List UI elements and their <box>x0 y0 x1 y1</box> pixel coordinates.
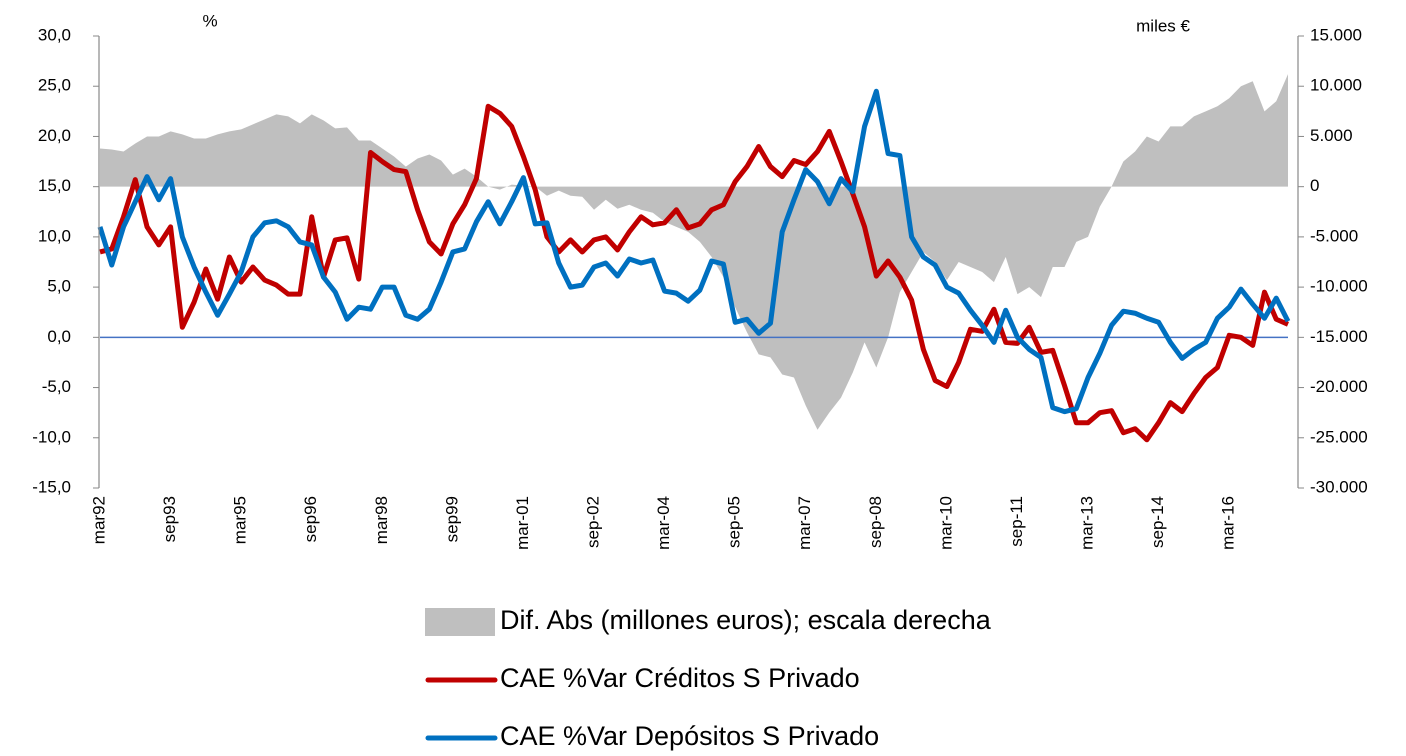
y2-tick-label: 0 <box>1310 176 1319 195</box>
y-tick-label: -15,0 <box>32 477 71 496</box>
x-tick-label: sep-05 <box>725 496 744 548</box>
x-tick-label: mar-04 <box>654 496 673 550</box>
line <box>97 88 1291 415</box>
y-axis-title: % <box>202 11 217 30</box>
y2-tick-label: -10.000 <box>1310 277 1368 296</box>
legend-label: CAE %Var Depósitos S Privado <box>500 721 879 751</box>
area <box>100 74 1288 430</box>
x-tick-label: mar-16 <box>1219 496 1238 550</box>
legend-label: CAE %Var Créditos S Privado <box>500 663 860 693</box>
y2-tick-label: 5.000 <box>1310 126 1353 145</box>
x-tick-label: mar-07 <box>795 496 814 550</box>
y2-tick-label: 10.000 <box>1310 76 1362 95</box>
x-tick-label: mar95 <box>231 496 250 544</box>
y2-tick-label: -5.000 <box>1310 226 1358 245</box>
x-tick-label: sep93 <box>160 496 179 542</box>
x-tick-label: mar-13 <box>1078 496 1097 550</box>
x-tick-label: mar92 <box>89 496 108 544</box>
legend-label: Dif. Abs (millones euros); escala derech… <box>500 605 992 635</box>
y-tick-label: 10,0 <box>38 226 71 245</box>
y-tick-label: 15,0 <box>38 176 71 195</box>
y-tick-label: -10,0 <box>32 427 71 446</box>
y-tick-label: 30,0 <box>38 25 71 44</box>
y2-tick-label: -20.000 <box>1310 377 1368 396</box>
x-tick-label: sep-14 <box>1148 496 1167 548</box>
y2-tick-label: -30.000 <box>1310 477 1368 496</box>
y-tick-label: 25,0 <box>38 76 71 95</box>
x-tick-label: mar-01 <box>513 496 532 550</box>
x-tick-label: sep99 <box>442 496 461 542</box>
y2-tick-label: 15.000 <box>1310 25 1362 44</box>
y-tick-label: 20,0 <box>38 126 71 145</box>
x-tick-label: sep96 <box>301 496 320 542</box>
legend-swatch <box>425 608 495 636</box>
y2-tick-label: -25.000 <box>1310 427 1368 446</box>
line <box>99 103 1289 443</box>
y-tick-label: 0,0 <box>47 327 71 346</box>
y2-tick-label: -15.000 <box>1310 327 1368 346</box>
x-tick-label: sep-02 <box>584 496 603 548</box>
y2-axis-title: miles € <box>1136 16 1190 35</box>
x-tick-label: mar-10 <box>936 496 955 550</box>
y-tick-label: -5,0 <box>42 377 71 396</box>
x-tick-label: mar98 <box>372 496 391 544</box>
x-tick-label: sep-11 <box>1007 496 1026 547</box>
y-tick-label: 5,0 <box>47 277 71 296</box>
x-tick-label: sep-08 <box>866 496 885 548</box>
